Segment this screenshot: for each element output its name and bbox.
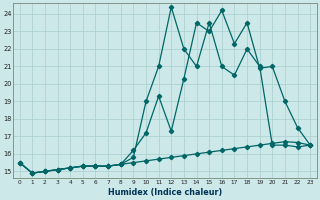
X-axis label: Humidex (Indice chaleur): Humidex (Indice chaleur) — [108, 188, 222, 197]
